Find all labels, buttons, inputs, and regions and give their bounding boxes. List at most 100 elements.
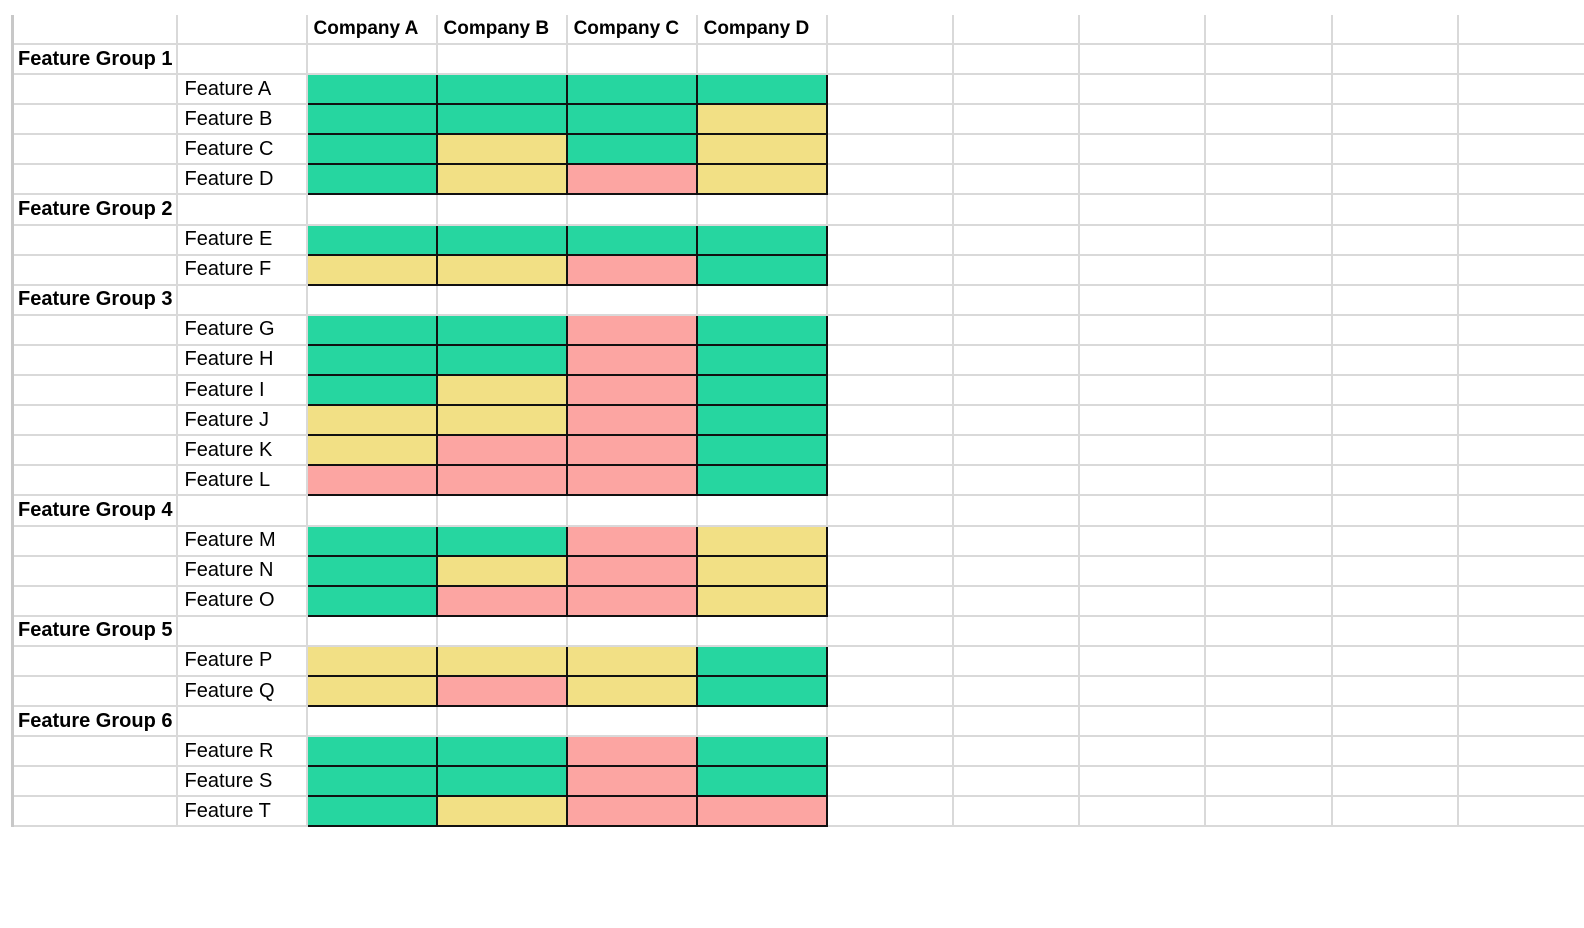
status-cell-green[interactable] [695, 253, 828, 286]
empty-cell[interactable] [11, 674, 179, 708]
empty-cell[interactable] [435, 283, 568, 316]
empty-cell[interactable] [1204, 554, 1333, 587]
empty-cell[interactable] [305, 494, 438, 527]
status-cell-green[interactable] [435, 343, 568, 377]
status-cell-green[interactable] [305, 765, 438, 798]
empty-cell[interactable] [305, 614, 438, 647]
empty-cell[interactable] [1330, 735, 1459, 768]
empty-cell[interactable] [565, 494, 698, 527]
status-cell-green[interactable] [305, 554, 438, 587]
status-cell-red[interactable] [305, 464, 438, 497]
empty-cell[interactable] [825, 283, 954, 316]
feature-label[interactable]: Feature K [176, 434, 308, 467]
status-cell-green[interactable] [695, 735, 828, 768]
status-cell-yellow[interactable] [435, 554, 568, 587]
empty-cell[interactable] [1330, 434, 1459, 467]
status-cell-yellow[interactable] [305, 404, 438, 437]
status-cell-yellow[interactable] [695, 133, 828, 166]
empty-cell[interactable] [1078, 614, 1207, 647]
empty-cell[interactable] [435, 705, 568, 738]
empty-cell[interactable] [1330, 795, 1459, 828]
empty-cell[interactable] [11, 765, 179, 798]
status-cell-red[interactable] [565, 735, 698, 768]
empty-cell[interactable] [1330, 193, 1459, 226]
status-cell-yellow[interactable] [695, 103, 828, 136]
empty-cell[interactable] [1456, 614, 1584, 647]
empty-cell[interactable] [1456, 313, 1584, 346]
status-cell-green[interactable] [305, 313, 438, 346]
empty-cell[interactable] [1330, 103, 1459, 136]
empty-cell[interactable] [305, 705, 438, 738]
empty-cell[interactable] [695, 193, 828, 226]
status-cell-green[interactable] [435, 765, 568, 798]
status-cell-green[interactable] [305, 103, 438, 136]
empty-cell[interactable] [11, 343, 179, 377]
empty-cell[interactable] [305, 283, 438, 316]
feature-label[interactable]: Feature N [176, 554, 308, 587]
empty-cell[interactable] [825, 253, 954, 286]
empty-cell[interactable] [951, 42, 1081, 76]
empty-cell[interactable] [11, 554, 179, 587]
empty-cell[interactable] [1330, 674, 1459, 708]
status-cell-red[interactable] [565, 343, 698, 377]
empty-cell[interactable] [825, 765, 954, 798]
empty-cell[interactable] [1456, 223, 1584, 256]
empty-cell[interactable] [11, 73, 179, 106]
empty-cell[interactable] [1204, 584, 1333, 617]
status-cell-yellow[interactable] [695, 524, 828, 557]
empty-cell[interactable] [1330, 73, 1459, 106]
empty-cell[interactable] [1330, 494, 1459, 527]
status-cell-green[interactable] [695, 765, 828, 798]
status-cell-red[interactable] [565, 584, 698, 617]
empty-cell[interactable] [435, 193, 568, 226]
empty-cell[interactable] [1204, 644, 1333, 677]
feature-label[interactable]: Feature I [176, 374, 308, 407]
status-cell-red[interactable] [435, 434, 568, 467]
empty-cell[interactable] [1456, 103, 1584, 136]
empty-cell[interactable] [1330, 374, 1459, 407]
empty-cell[interactable] [825, 795, 954, 828]
status-cell-green[interactable] [695, 343, 828, 377]
empty-cell[interactable] [1330, 524, 1459, 557]
empty-cell[interactable] [1078, 765, 1207, 798]
empty-cell[interactable] [565, 193, 698, 226]
empty-cell[interactable] [11, 15, 179, 45]
empty-cell[interactable] [1456, 735, 1584, 768]
empty-cell[interactable] [951, 404, 1081, 437]
status-cell-green[interactable] [305, 795, 438, 828]
status-cell-red[interactable] [565, 765, 698, 798]
empty-cell[interactable] [1456, 705, 1584, 738]
feature-label[interactable]: Feature B [176, 103, 308, 136]
empty-cell[interactable] [951, 614, 1081, 647]
empty-cell[interactable] [1204, 765, 1333, 798]
empty-cell[interactable] [825, 374, 954, 407]
feature-label[interactable]: Feature S [176, 765, 308, 798]
empty-cell[interactable] [11, 103, 179, 136]
empty-cell[interactable] [1204, 614, 1333, 647]
empty-cell[interactable] [1078, 674, 1207, 708]
empty-cell[interactable] [1330, 283, 1459, 316]
empty-cell[interactable] [951, 163, 1081, 196]
empty-cell[interactable] [951, 283, 1081, 316]
empty-cell[interactable] [1078, 253, 1207, 286]
empty-cell[interactable] [1456, 73, 1584, 106]
feature-group-label[interactable]: Feature Group 4 [11, 494, 179, 527]
status-cell-green[interactable] [695, 644, 828, 677]
empty-cell[interactable] [11, 374, 179, 407]
empty-cell[interactable] [1204, 313, 1333, 346]
empty-cell[interactable] [825, 73, 954, 106]
empty-cell[interactable] [951, 103, 1081, 136]
status-cell-yellow[interactable] [305, 434, 438, 467]
status-cell-green[interactable] [435, 223, 568, 256]
feature-label[interactable]: Feature D [176, 163, 308, 196]
status-cell-red[interactable] [565, 404, 698, 437]
empty-cell[interactable] [1204, 193, 1333, 226]
status-cell-green[interactable] [435, 73, 568, 106]
empty-cell[interactable] [825, 163, 954, 196]
empty-cell[interactable] [951, 795, 1081, 828]
empty-cell[interactable] [1078, 42, 1207, 76]
empty-cell[interactable] [951, 73, 1081, 106]
feature-label[interactable]: Feature R [176, 735, 308, 768]
empty-cell[interactable] [825, 133, 954, 166]
empty-cell[interactable] [825, 223, 954, 256]
